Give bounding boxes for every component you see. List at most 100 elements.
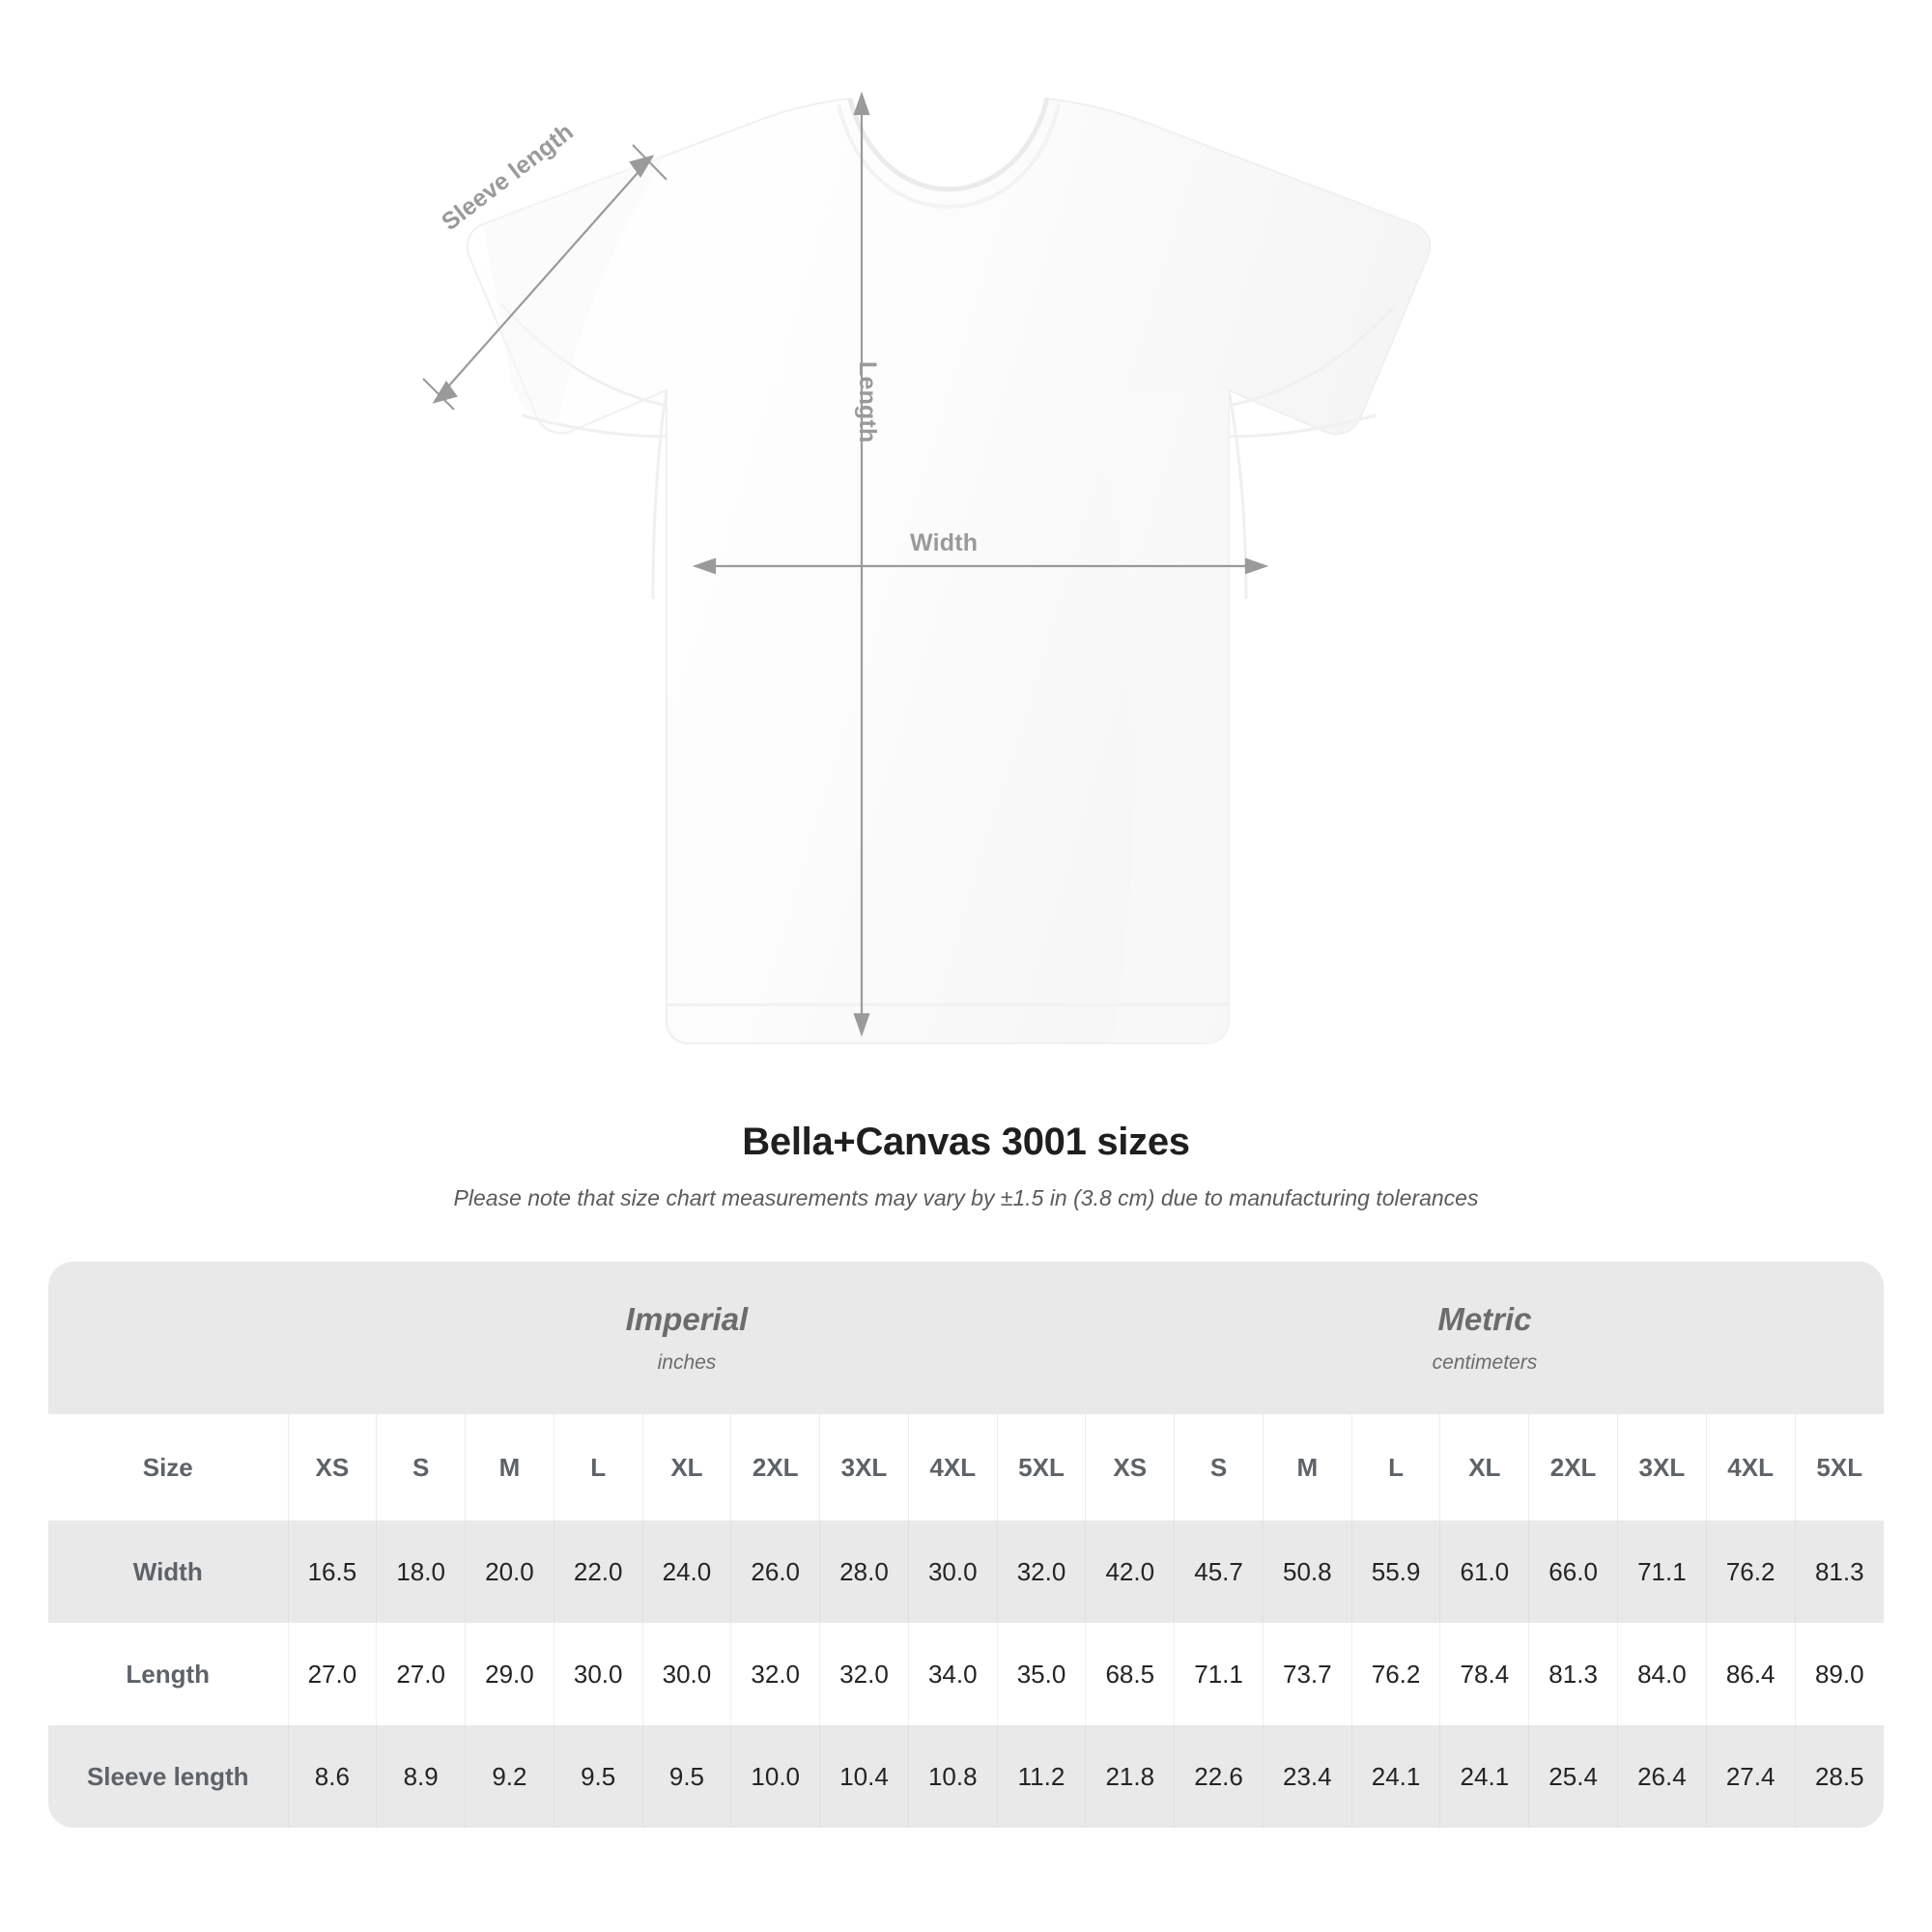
cell-length-5xl-in: 35.0 [996,1623,1086,1725]
cell-width-l-cm: 55.9 [1350,1520,1440,1623]
cell-width-5xl-cm: 81.3 [1794,1520,1884,1623]
unit-system-name: Imperial [625,1301,749,1337]
cell-width-2xl-cm: 66.0 [1528,1520,1618,1623]
cell-sleeve-length-l-cm: 24.1 [1350,1725,1440,1828]
column-header-imperial-xl: XL [641,1414,731,1520]
cell-length-m-cm: 73.7 [1262,1623,1352,1725]
cell-sleeve-length-m-cm: 23.4 [1262,1725,1352,1828]
cell-sleeve-length-4xl-in: 10.8 [907,1725,998,1828]
cell-length-4xl-cm: 86.4 [1705,1623,1796,1725]
sleeve-dimension-arrow [422,144,668,411]
column-header-imperial-s: S [376,1414,466,1520]
column-header-metric-s: S [1174,1414,1264,1520]
cell-length-2xl-in: 32.0 [730,1623,820,1725]
unit-system-subtitle: centimeters [1432,1351,1538,1374]
cell-sleeve-length-5xl-cm: 28.5 [1794,1725,1884,1828]
column-header-size: Size [48,1414,288,1520]
cell-sleeve-length-2xl-in: 10.0 [730,1725,820,1828]
column-header-metric-3xl: 3XL [1616,1414,1707,1520]
column-header-metric-4xl: 4XL [1705,1414,1796,1520]
row-header-sleeve-length: Sleeve length [48,1725,288,1828]
cell-sleeve-length-xl-cm: 24.1 [1439,1725,1529,1828]
column-header-imperial-l: L [553,1414,643,1520]
cell-width-s-in: 18.0 [376,1520,466,1623]
page-subtitle: Please note that size chart measurements… [453,1185,1479,1210]
column-header-imperial-3xl: 3XL [819,1414,909,1520]
cell-length-4xl-in: 34.0 [907,1623,998,1725]
column-header-metric-5xl: 5XL [1794,1414,1884,1520]
shirt-collar [837,98,1061,210]
cell-length-xl-cm: 78.4 [1439,1623,1529,1725]
width-dimension-arrow [692,557,1269,575]
size-chart-table: Imperial inches Metric centimeters Size XS S M L… [48,1262,1884,1828]
length-dimension-arrow [853,91,870,1037]
cell-length-s-in: 27.0 [376,1623,466,1725]
unit-system-band-row: Imperial inches Metric centimeters [48,1262,1884,1414]
unit-system-name: Metric [1437,1301,1532,1337]
cell-length-2xl-cm: 81.3 [1528,1623,1618,1725]
cell-sleeve-length-xs-in: 8.6 [287,1725,377,1828]
column-header-imperial-4xl: 4XL [907,1414,998,1520]
table-header-row: Size XS S M L XL 2XL 3XL 4XL 5XL XS S M L XL 2XL 3XL 4XL 5… [48,1414,1884,1520]
cell-width-xs-in: 16.5 [287,1520,377,1623]
column-header-metric-xs: XS [1085,1414,1175,1520]
cell-sleeve-length-xs-cm: 21.8 [1085,1725,1175,1828]
cell-width-xs-cm: 42.0 [1085,1520,1175,1623]
column-header-imperial-m: M [465,1414,554,1520]
cell-width-4xl-in: 30.0 [907,1520,998,1623]
title-block: Bella+Canvas 3001 sizes Please note that… [0,1121,1932,1211]
column-header-imperial-2xl: 2XL [730,1414,820,1520]
cell-length-l-in: 30.0 [553,1623,643,1725]
column-header-imperial-xs: XS [287,1414,377,1520]
cell-length-5xl-cm: 89.0 [1794,1623,1884,1725]
cell-length-xs-cm: 68.5 [1085,1623,1175,1725]
cell-sleeve-length-s-cm: 22.6 [1174,1725,1264,1828]
column-header-metric-m: M [1262,1414,1352,1520]
cell-width-m-in: 20.0 [465,1520,554,1623]
size-chart-table-container: Imperial inches Metric centimeters Size XS S M L… [48,1262,1884,1828]
cell-length-xl-in: 30.0 [641,1623,731,1725]
column-header-metric-xl: XL [1439,1414,1529,1520]
cell-length-m-in: 29.0 [465,1623,554,1725]
cell-width-4xl-cm: 76.2 [1705,1520,1796,1623]
cell-width-m-cm: 50.8 [1262,1520,1352,1623]
column-header-imperial-5xl: 5XL [996,1414,1086,1520]
tshirt-diagram: Sleeve length Length Width [422,91,1432,1044]
cell-width-s-cm: 45.7 [1174,1520,1264,1623]
unit-system-cell-imperial: Imperial inches [288,1262,1086,1414]
cell-width-3xl-in: 28.0 [819,1520,909,1623]
cell-length-3xl-cm: 84.0 [1616,1623,1707,1725]
cell-sleeve-length-3xl-in: 10.4 [819,1725,909,1828]
unit-system-subtitle: inches [657,1351,717,1374]
cell-width-xl-in: 24.0 [641,1520,731,1623]
cell-length-3xl-in: 32.0 [819,1623,909,1725]
table-row: Width 16.5 18.0 20.0 22.0 24.0 26.0 28.0 30.0 32.… [48,1520,1884,1623]
cell-width-2xl-in: 26.0 [730,1520,820,1623]
cell-sleeve-length-4xl-cm: 27.4 [1705,1725,1796,1828]
row-header-width: Width [48,1520,288,1623]
cell-length-xs-in: 27.0 [287,1623,377,1725]
cell-sleeve-length-m-in: 9.2 [465,1725,554,1828]
tshirt-illustration [422,91,1432,1044]
length-label: Length [854,361,881,443]
cell-length-l-cm: 76.2 [1350,1623,1440,1725]
cell-sleeve-length-xl-in: 9.5 [641,1725,731,1828]
cell-width-xl-cm: 61.0 [1439,1520,1529,1623]
table-row: Sleeve length 8.6 8.9 9.2 9.5 9.5 10.0 10.4 10.8… [48,1725,1884,1828]
cell-width-5xl-in: 32.0 [996,1520,1086,1623]
cell-sleeve-length-l-in: 9.5 [553,1725,643,1828]
cell-sleeve-length-2xl-cm: 25.4 [1528,1725,1618,1828]
cell-sleeve-length-5xl-in: 11.2 [996,1725,1086,1828]
cell-width-3xl-cm: 71.1 [1616,1520,1707,1623]
column-header-metric-l: L [1350,1414,1440,1520]
column-header-metric-2xl: 2XL [1528,1414,1618,1520]
shirt-shading [483,155,1229,1043]
cell-sleeve-length-3xl-cm: 26.4 [1616,1725,1707,1828]
table-row: Length 27.0 27.0 29.0 30.0 30.0 32.0 32.0 34.0 35… [48,1623,1884,1725]
row-header-length: Length [48,1623,288,1725]
width-label: Width [910,529,979,556]
cell-length-s-cm: 71.1 [1174,1623,1264,1725]
page-title: Bella+Canvas 3001 sizes [742,1121,1190,1163]
cell-sleeve-length-s-in: 8.9 [376,1725,466,1828]
cell-width-l-in: 22.0 [553,1520,643,1623]
